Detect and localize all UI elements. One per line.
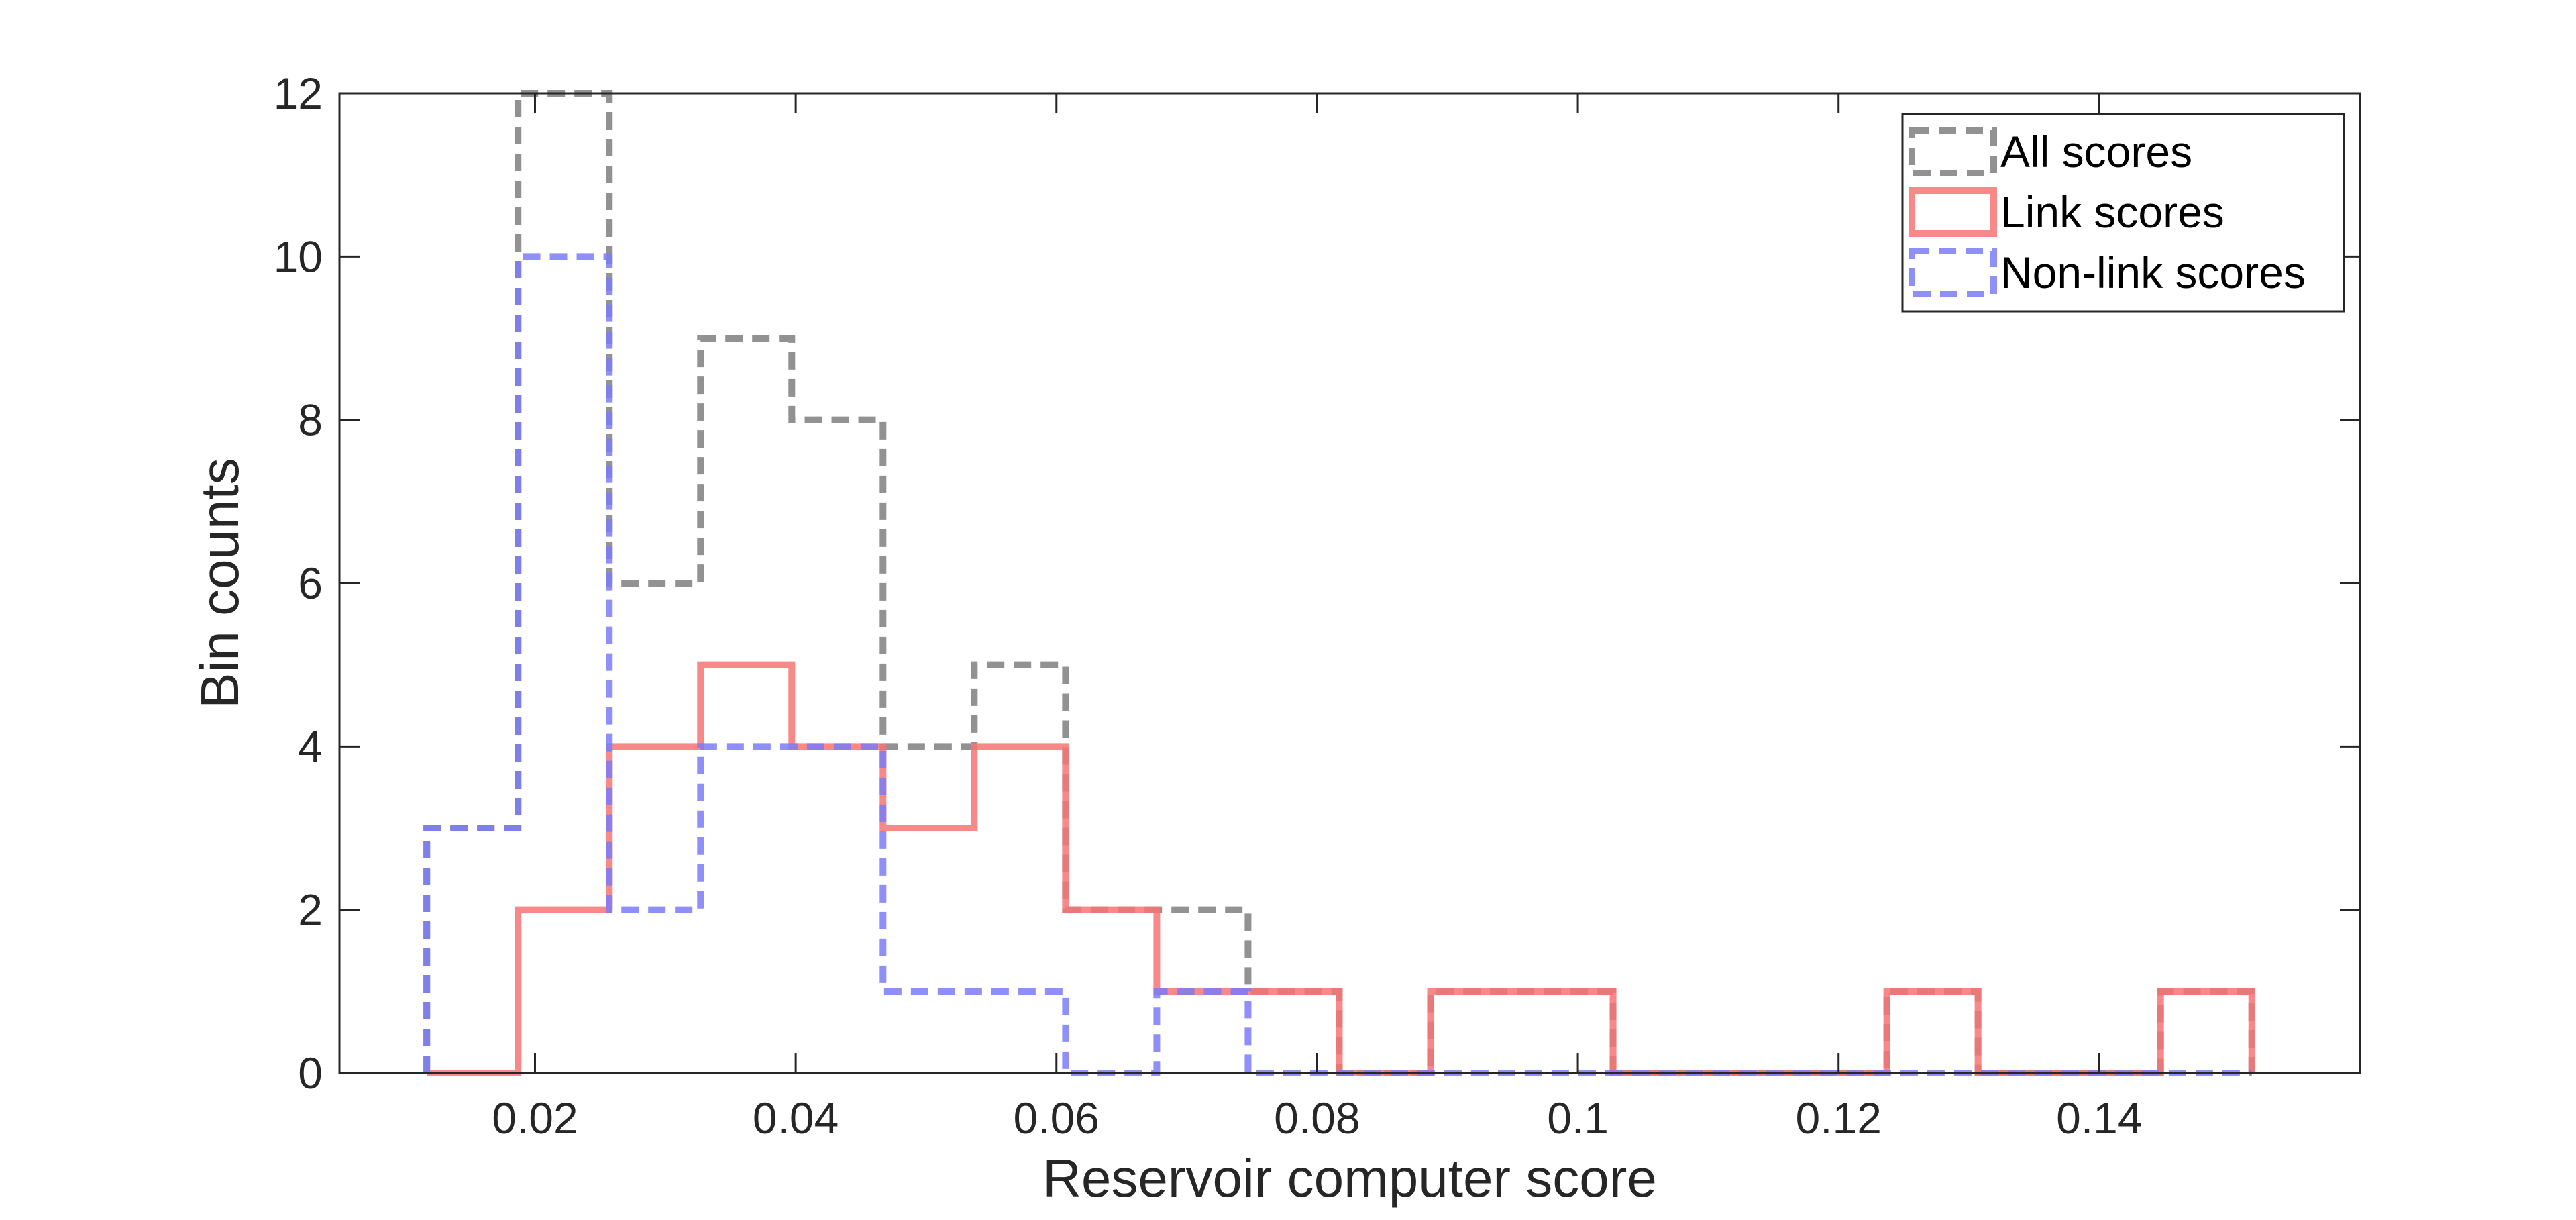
legend: All scores Link scores Non-link scores	[1901, 113, 2345, 313]
x-tick-label: 0.1	[1547, 1093, 1609, 1143]
y-tick-label: 8	[298, 395, 323, 445]
y-tick-label: 6	[298, 558, 323, 608]
legend-box	[1901, 113, 2345, 313]
x-tick-label: 0.08	[1274, 1093, 1360, 1143]
legend-label: All scores	[2000, 127, 2192, 176]
y-tick-label: 12	[274, 68, 323, 118]
x-tick-label: 0.12	[1795, 1093, 1881, 1143]
legend-swatch	[1909, 187, 1997, 237]
legend-swatch	[1909, 248, 1997, 297]
y-tick-label: 0	[298, 1048, 323, 1098]
legend-swatch	[1909, 127, 1997, 176]
x-tick-label: 0.04	[753, 1093, 839, 1143]
legend-label: Non-link scores	[2000, 248, 2306, 297]
y-tick-label: 10	[274, 232, 323, 281]
y-tick-label: 2	[298, 885, 323, 935]
x-axis-label: Reservoir computer score	[1042, 1148, 1657, 1208]
x-tick-label: 0.06	[1014, 1093, 1099, 1143]
tick-layer: 0.02 0.04 0.06 0.08 0.1 0.12 0.14 0 2 4 6 8 10 12	[274, 68, 2360, 1143]
legend-label: Link scores	[2000, 187, 2224, 237]
y-axis-label: Bin counts	[190, 458, 250, 709]
x-tick-label: 0.02	[492, 1093, 578, 1143]
x-tick-label: 0.14	[2056, 1093, 2142, 1143]
y-tick-label: 4	[298, 721, 323, 771]
series-line-link-scores	[427, 661, 2255, 1076]
